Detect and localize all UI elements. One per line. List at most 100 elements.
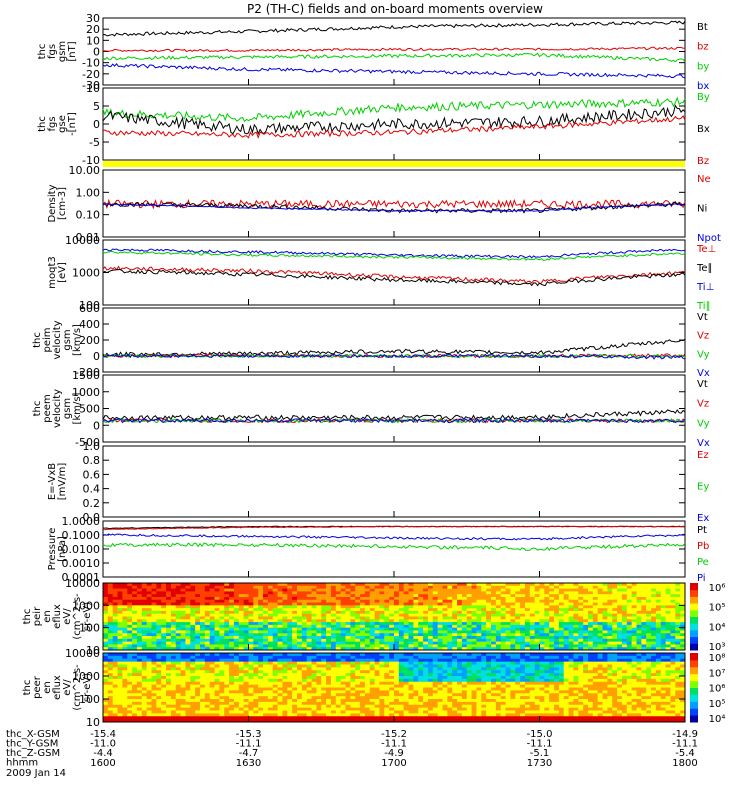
y-tick-label: 0.0100: [62, 543, 101, 556]
heatmap-cell: [340, 690, 346, 694]
heatmap-cell: [127, 588, 133, 592]
heatmap-cell: [170, 653, 177, 657]
heatmap-cell: [413, 627, 419, 631]
heatmap-cell: [680, 599, 686, 604]
heatmap-cell: [491, 599, 497, 604]
heatmap-cell: [660, 644, 667, 648]
heatmap-cell: [360, 658, 366, 663]
heatmap-cell: [520, 619, 526, 623]
heatmap-cell: [224, 676, 230, 680]
heatmap-cell: [321, 719, 327, 723]
heatmap-cell: [384, 605, 390, 609]
heatmap-cell: [195, 670, 201, 674]
heatmap-cell: [612, 591, 618, 595]
heatmap-cell: [175, 667, 182, 671]
heatmap-cell: [258, 719, 264, 723]
heatmap-cell: [554, 624, 560, 629]
series-bx: [102, 62, 686, 79]
heatmap-cell: [267, 610, 274, 615]
heatmap-cell: [248, 716, 254, 720]
heatmap-cell: [146, 636, 152, 640]
heatmap-cell: [107, 696, 114, 700]
heatmap-cell: [660, 641, 667, 645]
heatmap-cell: [481, 596, 487, 601]
heatmap-cell: [248, 613, 254, 617]
heatmap-cell: [219, 693, 225, 697]
heatmap-cell: [209, 704, 216, 709]
heatmap-cell: [364, 591, 371, 595]
heatmap-cell: [588, 636, 594, 640]
heatmap-cell: [117, 670, 123, 674]
heatmap-cell: [103, 699, 109, 703]
heatmap-cell: [103, 627, 109, 631]
heatmap-cell: [277, 638, 283, 643]
heatmap-cell: [238, 676, 245, 680]
heatmap-cell: [457, 655, 463, 660]
heatmap-cell: [549, 636, 555, 640]
heatmap-cell: [588, 608, 594, 612]
heatmap-cell: [481, 613, 487, 617]
heatmap-cell: [461, 596, 468, 601]
heatmap-cell: [432, 684, 439, 688]
heatmap-cell: [423, 630, 429, 634]
heatmap-cell: [136, 610, 143, 615]
heatmap-cell: [190, 610, 196, 615]
heatmap-cell: [408, 696, 414, 700]
heatmap-cell: [146, 599, 152, 604]
heatmap-cell: [311, 616, 317, 620]
heatmap-cell: [510, 594, 516, 598]
heatmap-cell: [471, 605, 477, 609]
heatmap-cell: [292, 667, 298, 671]
heatmap-cell: [646, 644, 652, 648]
heatmap-cell: [379, 619, 385, 623]
heatmap-cell: [238, 701, 245, 706]
heatmap-cell: [466, 619, 473, 623]
heatmap-cell: [379, 676, 385, 680]
heatmap-cell: [345, 719, 351, 723]
heatmap-cell: [461, 687, 468, 691]
heatmap-cell: [486, 608, 492, 612]
heatmap-cell: [413, 644, 419, 648]
heatmap-cell: [408, 591, 414, 595]
heatmap-cell: [132, 633, 138, 637]
heatmap-cell: [578, 602, 584, 606]
heatmap-cell: [607, 619, 613, 623]
heatmap-cell: [592, 613, 599, 617]
heatmap-cell: [554, 596, 560, 601]
heatmap-cell: [185, 619, 191, 623]
heatmap-cell: [301, 690, 308, 694]
heatmap-cell: [180, 627, 186, 631]
heatmap-cell: [166, 684, 172, 688]
heatmap-cell: [505, 583, 511, 587]
heatmap-cell: [321, 676, 327, 680]
heatmap-cell: [529, 622, 536, 626]
colorbar-segment: [690, 603, 698, 611]
heatmap-cell: [166, 713, 172, 717]
heatmap-cell: [636, 633, 642, 637]
heatmap-cell: [233, 644, 240, 648]
heatmap-cell: [316, 608, 322, 612]
heatmap-cell: [588, 602, 594, 606]
heatmap-cell: [219, 661, 225, 665]
heatmap-cell: [355, 664, 361, 668]
heatmap-cell: [447, 716, 453, 720]
heatmap-cell: [292, 653, 298, 657]
heatmap-cell: [364, 636, 371, 640]
heatmap-cell: [297, 716, 303, 720]
heatmap-cell: [316, 655, 322, 660]
heatmap-cell: [233, 588, 240, 592]
heatmap-cell: [107, 636, 114, 640]
heatmap-cell: [321, 616, 327, 620]
heatmap-cell: [185, 602, 191, 606]
heatmap-cell: [204, 605, 211, 609]
heatmap-cell: [515, 633, 521, 637]
heatmap-cell: [534, 610, 540, 615]
heatmap-cell: [204, 704, 211, 709]
heatmap-cell: [175, 638, 182, 643]
heatmap-cell: [621, 585, 628, 590]
heatmap-cell: [224, 591, 230, 595]
heatmap-cell: [398, 681, 405, 686]
heatmap-cell: [233, 636, 240, 640]
heatmap-cell: [607, 630, 613, 634]
heatmap-cell: [558, 594, 565, 598]
